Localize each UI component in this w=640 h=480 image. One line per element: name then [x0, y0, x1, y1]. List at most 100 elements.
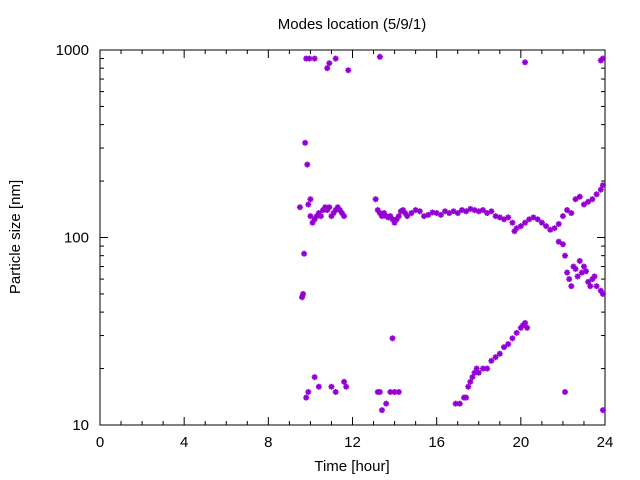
data-point: [305, 201, 312, 208]
data-point: [463, 208, 470, 215]
x-tick-label: 12: [344, 434, 361, 451]
data-point: [568, 283, 575, 290]
data-point: [517, 223, 524, 230]
data-point: [522, 59, 529, 66]
data-point: [597, 186, 604, 193]
data-point: [324, 65, 331, 72]
data-point: [524, 324, 531, 331]
data-point: [580, 201, 587, 208]
data-point: [345, 67, 352, 74]
data-point: [513, 329, 520, 336]
data-point: [454, 210, 461, 217]
data-point: [585, 278, 592, 285]
data-point: [572, 196, 579, 203]
data-point: [585, 198, 592, 205]
data-point: [311, 374, 318, 381]
data-point: [484, 365, 491, 372]
data-point: [572, 265, 579, 272]
data-point: [559, 241, 566, 248]
data-point: [341, 213, 348, 220]
data-point: [307, 213, 314, 220]
data-point: [597, 57, 604, 64]
data-point: [587, 283, 594, 290]
x-tick-label: 24: [597, 434, 614, 451]
data-point: [376, 53, 383, 60]
data-point: [488, 357, 495, 364]
data-point: [305, 388, 312, 395]
axis-tick-labels: 0 4 8 12 16 20 24 10 100 1000: [56, 42, 614, 451]
x-tick-label: 16: [428, 434, 445, 451]
data-point: [332, 55, 339, 62]
data-point: [425, 211, 432, 218]
data-point: [343, 383, 350, 390]
data-point: [383, 400, 390, 407]
data-point: [580, 263, 587, 270]
data-point: [559, 213, 566, 220]
data-point: [389, 335, 396, 342]
data-point: [304, 161, 311, 168]
data-points: [296, 53, 606, 414]
data-point: [469, 374, 476, 381]
data-point: [393, 216, 400, 223]
data-point: [593, 191, 600, 198]
data-point: [300, 290, 307, 297]
data-point: [372, 196, 379, 203]
data-point: [522, 219, 529, 226]
data-point: [538, 219, 545, 226]
data-point: [599, 407, 606, 414]
data-point: [296, 204, 303, 211]
data-point: [376, 388, 383, 395]
x-tick-label: 0: [96, 434, 104, 451]
data-point: [332, 388, 339, 395]
y-axis-label: Particle size [nm]: [7, 180, 24, 294]
axis-ticks: [99, 49, 606, 426]
data-point: [307, 196, 314, 203]
data-point: [315, 383, 322, 390]
data-point: [408, 210, 415, 217]
data-point: [589, 196, 596, 203]
data-point: [467, 378, 474, 385]
data-point: [317, 213, 324, 220]
data-point: [404, 213, 411, 220]
data-point: [505, 341, 512, 348]
data-point: [378, 407, 385, 414]
x-tick-label: 4: [180, 434, 188, 451]
data-point: [501, 344, 507, 351]
data-point: [583, 268, 590, 275]
data-point: [328, 383, 335, 390]
data-point: [326, 60, 333, 67]
data-point: [416, 208, 423, 215]
data-point: [306, 55, 313, 62]
data-point: [564, 207, 571, 214]
data-point: [599, 290, 606, 297]
data-point: [505, 214, 512, 221]
x-tick-label: 20: [512, 434, 529, 451]
data-point: [311, 55, 318, 62]
data-point: [395, 213, 402, 220]
data-point: [475, 369, 482, 376]
data-point: [534, 216, 541, 223]
data-point: [564, 269, 571, 276]
data-point: [479, 207, 486, 214]
data-point: [479, 365, 486, 372]
data-point: [555, 238, 562, 245]
data-point: [562, 252, 569, 259]
data-point: [576, 257, 583, 264]
data-point: [576, 193, 583, 200]
plot-frame: [99, 49, 606, 426]
data-point: [543, 223, 550, 230]
data-point: [302, 139, 309, 146]
data-point: [509, 219, 516, 226]
data-point: [574, 273, 581, 280]
data-point: [437, 211, 444, 218]
data-point: [488, 208, 495, 215]
data-point: [326, 204, 333, 211]
data-point: [599, 182, 606, 189]
x-axis-label: Time [hour]: [314, 458, 389, 475]
data-point: [522, 319, 529, 326]
data-point: [465, 383, 472, 390]
x-tick-label: 8: [264, 434, 272, 451]
data-point: [555, 221, 562, 228]
data-point: [562, 388, 569, 395]
